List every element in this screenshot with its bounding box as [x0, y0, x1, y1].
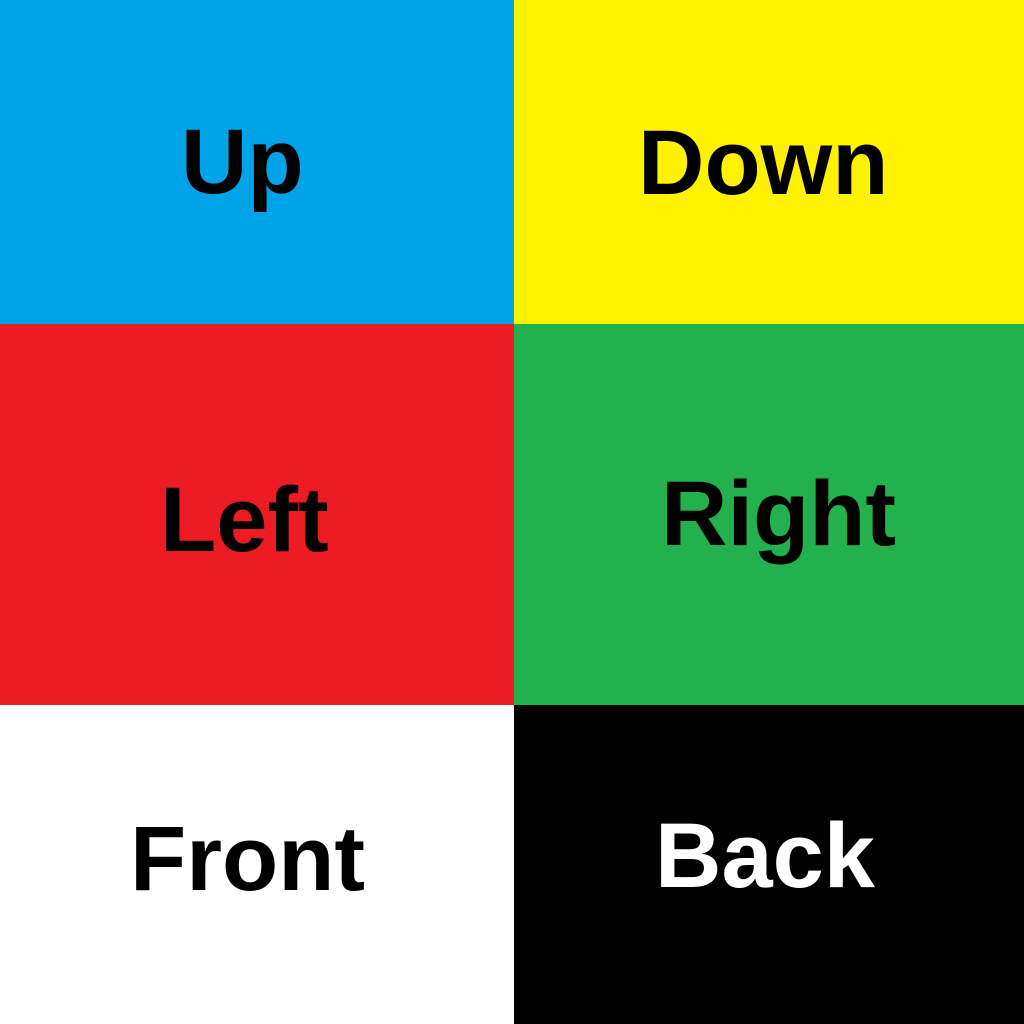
tile-left	[0, 324, 514, 705]
tile-up	[0, 0, 514, 324]
tile-front	[0, 705, 514, 1024]
tile-right-label: Right	[661, 463, 897, 565]
tile-back-label: Back	[655, 805, 875, 907]
tile-up-label: Up	[181, 111, 304, 213]
tile-down-label: Down	[638, 112, 889, 214]
tile-back	[514, 705, 1024, 1024]
tile-right	[514, 324, 1024, 705]
tile-left-label: Left	[160, 469, 329, 571]
tile-front-label: Front	[130, 808, 366, 910]
tile-down	[514, 0, 1024, 324]
